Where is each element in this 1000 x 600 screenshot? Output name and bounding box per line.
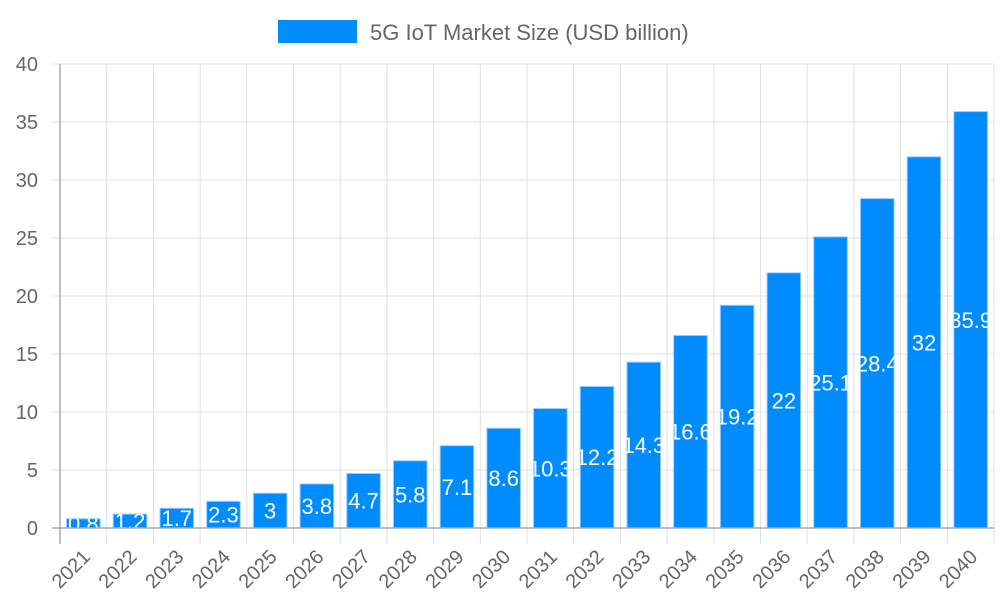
data-label: 4.7 [348, 489, 379, 514]
legend-swatch [278, 20, 357, 43]
data-label: 25.1 [809, 370, 852, 395]
bar-2035 [719, 304, 755, 529]
data-label: 7.1 [442, 475, 473, 500]
bar-2027 [346, 472, 381, 529]
data-label: 0.8 [68, 511, 99, 536]
data-label: 1.7 [161, 506, 192, 531]
data-label: 19.2 [716, 405, 759, 430]
data-label: 8.6 [488, 466, 519, 491]
bar-2028 [392, 460, 428, 529]
y-tick-label: 35 [16, 112, 38, 134]
bar-2024 [206, 500, 241, 529]
data-label: 12.2 [576, 445, 619, 470]
x-tick-label: 2037 [795, 546, 842, 593]
bar-2025 [252, 492, 288, 529]
bar-2031 [533, 408, 568, 529]
data-label: 3 [264, 499, 276, 524]
y-tick-label: 5 [27, 460, 38, 482]
bar-2036 [766, 272, 802, 529]
bar-2039 [906, 156, 942, 529]
bar-2032 [579, 385, 615, 529]
bar-2030 [486, 427, 521, 529]
data-label: 16.6 [669, 420, 712, 445]
bar-2040 [953, 111, 988, 529]
x-tick-label: 2024 [188, 546, 235, 593]
grid [52, 63, 995, 544]
x-tick-label: 2022 [95, 546, 142, 593]
x-tick-label: 2040 [935, 546, 982, 593]
x-tick-label: 2025 [235, 546, 282, 593]
bar-2037 [813, 236, 848, 529]
bar-2033 [626, 361, 662, 529]
data-label: 10.3 [529, 456, 572, 481]
x-tick-label: 2039 [888, 546, 935, 593]
y-tick-label: 0 [27, 518, 38, 540]
data-label: 5.8 [395, 482, 426, 507]
data-label: 3.8 [302, 494, 333, 519]
y-tick-label: 30 [16, 170, 38, 192]
x-tick-label: 2028 [375, 546, 422, 593]
x-tick-label: 2023 [141, 546, 188, 593]
x-tick-label: 2027 [328, 546, 375, 593]
x-tick-label: 2021 [48, 546, 95, 593]
y-tick-label: 15 [16, 344, 38, 366]
legend-label: 5G IoT Market Size (USD billion) [370, 20, 689, 45]
bar-2038 [859, 198, 895, 529]
data-label: 35.9 [949, 308, 992, 333]
x-tick-label: 2030 [468, 546, 515, 593]
legend[interactable]: 5G IoT Market Size (USD billion) [278, 20, 689, 45]
bar-2029 [439, 445, 475, 529]
y-tick-label: 10 [16, 402, 38, 424]
x-tick-label: 2036 [748, 546, 795, 593]
data-label: 32 [912, 330, 936, 355]
data-label: 14.3 [622, 433, 665, 458]
x-tick-label: 2038 [842, 546, 889, 593]
x-tick-label: 2035 [702, 546, 749, 593]
y-tick-label: 20 [16, 286, 38, 308]
y-tick-label: 40 [16, 54, 38, 76]
data-label: 28.4 [856, 351, 899, 376]
x-tick-label: 2029 [421, 546, 468, 593]
bar-2034 [673, 334, 708, 529]
y-tick-label: 25 [16, 228, 38, 250]
bars: 0.8 1.2 1.7 2.3 3 3.8 4.7 5.8 7.1 8.6 10.3 12.2 14.3… [66, 111, 992, 536]
data-label: 1.2 [115, 509, 146, 534]
x-tick-label: 2034 [655, 546, 702, 593]
x-tick-label: 2026 [281, 546, 328, 593]
data-label: 22 [772, 388, 796, 413]
x-tick-label: 2032 [562, 546, 609, 593]
x-tick-label: 2033 [608, 546, 655, 593]
x-tick-label: 2031 [515, 546, 562, 593]
data-label: 2.3 [208, 503, 239, 528]
